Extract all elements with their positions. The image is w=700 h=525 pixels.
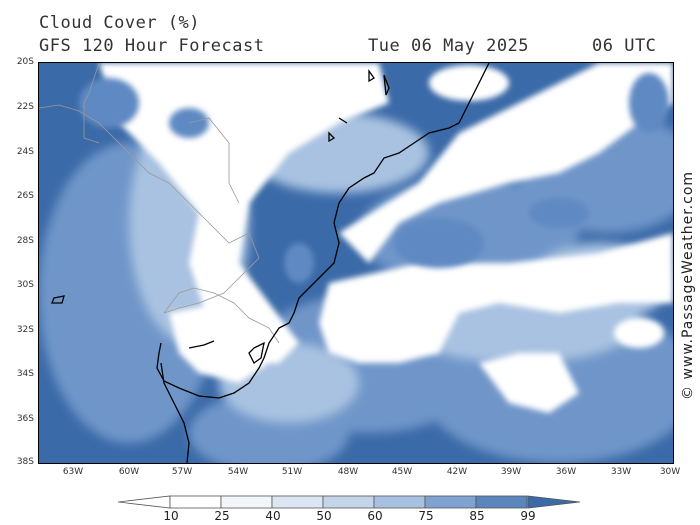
lon-label: 63W [62, 467, 84, 477]
cloud-layer-10 [99, 63, 673, 413]
lon-label: 30W [659, 467, 681, 477]
lat-label: 34S [16, 369, 34, 379]
cloud-blobs [79, 73, 669, 283]
legend-swatch [322, 495, 375, 509]
legend-swatches [169, 495, 528, 509]
lon-label: 48W [337, 467, 359, 477]
lat-label: 38S [16, 457, 34, 467]
coastline [51, 63, 490, 463]
map-title: Cloud Cover (%) [39, 13, 201, 33]
legend-swatch [220, 495, 273, 509]
lon-label: 45W [391, 467, 413, 477]
legend-tick: 60 [367, 509, 383, 523]
lon-label: 36W [555, 467, 577, 477]
legend-arrow-left [118, 495, 171, 509]
legend-swatch [475, 495, 528, 509]
lat-label: 22S [16, 102, 34, 112]
legend-swatch [169, 495, 222, 509]
lon-label: 54W [227, 467, 249, 477]
lon-label: 51W [281, 467, 303, 477]
legend-tick: 25 [214, 509, 230, 523]
lon-label: 33W [610, 467, 632, 477]
lat-label: 32S [16, 325, 34, 335]
lon-label: 42W [446, 467, 468, 477]
lat-label: 24S [16, 147, 34, 157]
forecast-date: Tue 06 May 2025 [368, 36, 530, 56]
lon-label: 39W [500, 467, 522, 477]
legend-swatch [373, 495, 426, 509]
lon-label: 57W [171, 467, 193, 477]
legend-tick: 50 [316, 509, 332, 523]
lon-label: 60W [118, 467, 140, 477]
legend-arrow-right [527, 495, 581, 509]
legend-swatch [271, 495, 324, 509]
legend-tick: 85 [469, 509, 485, 523]
legend-tick: 99 [520, 509, 536, 523]
legend-tick: 10 [163, 509, 179, 523]
legend-tick: 40 [265, 509, 281, 523]
color-legend [118, 495, 581, 509]
cloud-cover-map [38, 62, 674, 464]
lat-label: 28S [16, 236, 34, 246]
forecast-time: 06 UTC [592, 36, 657, 56]
lat-label: 36S [16, 414, 34, 424]
lat-label: 20S [16, 57, 34, 67]
lat-label: 26S [16, 191, 34, 201]
credit-watermark: © www.PassageWeather.com [680, 170, 696, 400]
country-borders [39, 63, 280, 344]
legend-swatch [424, 495, 477, 509]
forecast-label: GFS 120 Hour Forecast [39, 36, 265, 56]
map-canvas [39, 63, 673, 463]
legend-tick: 75 [418, 509, 434, 523]
lat-label: 30S [16, 280, 34, 290]
